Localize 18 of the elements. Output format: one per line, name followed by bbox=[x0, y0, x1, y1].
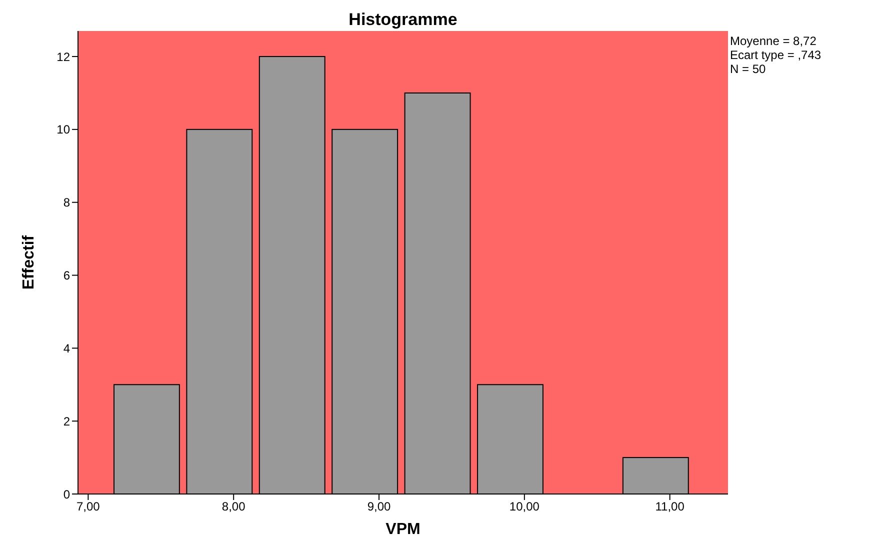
x-tick-label: 7,00 bbox=[76, 500, 100, 514]
chart-title: Histogramme bbox=[348, 10, 458, 30]
text: Moyenne = 8,72 bbox=[730, 34, 818, 48]
text: Ecart type = ,743 bbox=[730, 48, 822, 62]
y-tick-label: 6 bbox=[63, 268, 70, 283]
y-tick-label: 2 bbox=[63, 414, 70, 428]
y-tick-label: 4 bbox=[63, 341, 70, 356]
y-tick-label: 0 bbox=[63, 487, 70, 502]
y-tick-label: 10 bbox=[56, 122, 70, 137]
text: N = 50 bbox=[730, 62, 767, 76]
y-tick-label: 12 bbox=[56, 50, 70, 64]
x-tick-label: 8,00 bbox=[222, 500, 246, 514]
x-axis-title: VPM bbox=[386, 521, 420, 538]
x-tick-label: 11,00 bbox=[655, 500, 685, 514]
x-tick-label: 9,00 bbox=[367, 500, 392, 514]
y-tick-label: 8 bbox=[63, 196, 70, 210]
x-tick-label: 10,00 bbox=[509, 500, 540, 514]
y-axis-title: Effectif bbox=[20, 234, 38, 290]
